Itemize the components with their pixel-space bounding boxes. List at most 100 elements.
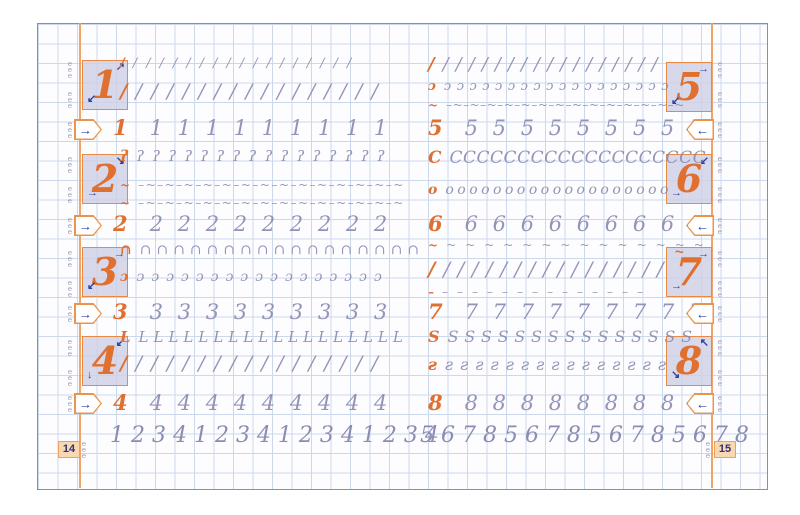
number-box-4: 4 ↙ ↓ [82,336,128,386]
binding-coil-icon: eee [716,249,724,267]
number-box-5: 5 → ↙ [666,62,712,112]
trace-row-1-strokes-short: ////////////////// [120,56,361,71]
example-digit: 6 [428,211,443,236]
binding-coil-icon: eee [66,185,74,203]
trace-row-3-bottom-arcs: ɔ ɔɔɔɔɔɔɔɔɔɔɔɔɔɔɔɔɔ [120,269,389,285]
stroke-direction-arrow-icon: → [671,280,682,292]
margin-line-left [79,23,81,488]
trace-digits: 8 8 8 8 8 8 8 8 8 [464,391,707,415]
trace-row-8-reverse-s: ƨ ƨƨƨƨƨƨƨƨƨƨƨƨƨƨƨ [428,356,673,374]
stroke-direction-arrow-icon: ↘ [671,369,681,381]
trace-row-digit-3: 3 3 3 3 3 3 3 3 3 3 [113,300,391,324]
trace-row-digit-1: 1 1 1 1 1 1 1 1 1 1 [113,116,391,140]
row-marker-tag: ← [686,215,714,236]
binding-coil-icon: eee [716,120,724,138]
arrow-right-icon: → [79,396,92,411]
example-glyph: ʔ [120,147,129,165]
example-digit: 8 [428,390,443,415]
trace-row-5-bowls: ɔ ɔɔɔɔɔɔɔɔɔɔɔɔɔɔɔɔɔɔ [428,79,674,94]
grid-paper [37,23,768,490]
binding-coil-icon: eee [66,120,74,138]
binding-coil-icon: eee [66,279,74,297]
model-digit-8: 8 [675,338,703,383]
binding-coil-icon: eee [66,338,74,356]
stroke-direction-arrow-icon: ↗ [115,61,125,73]
binding-coil-icon: eee [66,368,74,386]
example-digit: 7 [428,299,443,324]
stroke-direction-arrow-icon: ↘ [115,155,125,167]
example-glyph: / [120,351,128,375]
example-glyph: ~ [428,238,439,252]
trace-digits: 5 5 5 5 5 5 5 5 5 [464,116,707,140]
trace-glyphs: –~–~–~–~–~–~–~–~–~–~–~–~–~–~ [446,98,685,112]
trace-row-2-hooks: ʔ ʔʔʔʔʔʔʔʔʔʔʔʔʔʔʔʔ [120,148,393,165]
trace-row-2-waves: ~ –~–~–~–~–~–~–~–~–~–~–~–~–~–~ [120,196,405,210]
binding-coil-icon: eee [716,185,724,203]
stroke-direction-arrow-icon: → [114,248,125,260]
trace-row-digit-4: 4 4 4 4 4 4 4 4 4 4 [113,391,391,415]
trace-row-6-open-curves: C CCCCCCCCCCCCCCCCCCC [428,149,706,168]
binding-coil-icon: eee [66,90,74,108]
trace-row-2-waves: ~ –~–~–~–~–~–~–~–~–~–~–~–~–~–~ [120,178,405,192]
example-digit: 3 [113,299,128,324]
example-digit: 5 [428,115,443,140]
page-number-left: 14 [58,441,80,458]
stroke-direction-arrow-icon: → [698,248,709,260]
example-glyph: / [428,54,435,75]
binding-coil-icon: eee [716,279,724,297]
trace-glyphs: ooooooooooooooooooo [445,182,672,198]
binding-coil-icon: eee [716,90,724,108]
tilde-accent: ~ [675,244,684,261]
example-glyph: / [428,257,436,281]
trace-glyphs: ∩∩∩∩∩∩∩∩∩∩∩∩∩∩∩∩∩ [139,242,425,258]
binding-coil-icon: eee [716,368,724,386]
binding-coil-icon: eee [66,60,74,78]
trace-row-digit-2: 2 2 2 2 2 2 2 2 2 2 [113,212,391,236]
model-digit-7: 7 [675,249,703,294]
binding-coil-icon: eee [66,394,74,412]
stroke-direction-arrow-icon: → [671,187,682,199]
number-box-6: 6 ↙ → [666,154,712,204]
model-digit-4: 4 [91,338,119,383]
page-number-right: 15 [714,441,736,458]
trace-glyphs: ʔʔʔʔʔʔʔʔʔʔʔʔʔʔʔʔ [136,147,393,165]
binding-coil-icon: eee [704,440,712,458]
trace-row-7-tildes: ~ ~~~~~~~~~~~~~~ [428,238,713,252]
example-glyph: / [120,79,128,103]
row-marker-tag: → [74,303,102,324]
binding-coil-icon: eee [716,304,724,322]
arrow-left-icon: ← [696,218,709,233]
trace-row-digit-5: 5 5 5 5 5 5 5 5 5 5 [428,116,706,140]
number-box-3: 3 → ↙ [82,247,128,297]
trace-row-digit-6: 6 6 6 6 6 6 6 6 6 6 [428,212,706,236]
example-glyph: ɔ [120,269,129,285]
row-marker-tag: → [74,393,102,414]
binding-coil-icon: eee [66,216,74,234]
trace-glyphs: –~–~–~–~–~–~–~–~–~–~–~–~–~–~ [138,196,405,210]
trace-glyphs: LLLLLLLLLLLLLLLLLL [138,328,408,346]
example-glyph: ~ [428,98,439,112]
number-box-1: 1 ↗ ↙ [82,60,128,110]
example-glyph: S [428,327,440,346]
trace-glyphs: ɔɔɔɔɔɔɔɔɔɔɔɔɔɔɔɔɔ [136,269,389,285]
binding-coil-icon: eee [716,216,724,234]
example-glyph: o [428,182,438,198]
stroke-direction-arrow-icon: ↙ [671,95,681,107]
arrow-left-icon: ← [696,122,709,137]
arrow-right-icon: → [79,218,92,233]
trace-row-7-dashes: – –––––––––––––– [428,285,652,299]
trace-row-5-strokes: ////////////////// [428,55,665,75]
trace-glyphs: ƨƨƨƨƨƨƨƨƨƨƨƨƨƨƨ [445,355,674,374]
stroke-direction-arrow-icon: ↓ [87,369,93,381]
sequence-row-1234: 1 2 3 4 1 2 3 4 1 2 3 4 1 2 3 4 [110,423,439,448]
trace-row-5-waves: ~ –~–~–~–~–~–~–~–~–~–~–~–~–~–~ [428,98,685,112]
row-marker-tag: ← [686,119,714,140]
trace-glyphs: ///////////////// [132,56,361,71]
trace-row-1-strokes-tall: ///////////////// [120,80,387,102]
trace-row-6-ovals: o ooooooooooooooooooo [428,182,672,198]
stroke-direction-arrow-icon: → [87,187,98,199]
row-marker-tag: ← [686,303,714,324]
binding-coil-icon: eee [66,304,74,322]
row-marker-tag: ← [686,393,714,414]
